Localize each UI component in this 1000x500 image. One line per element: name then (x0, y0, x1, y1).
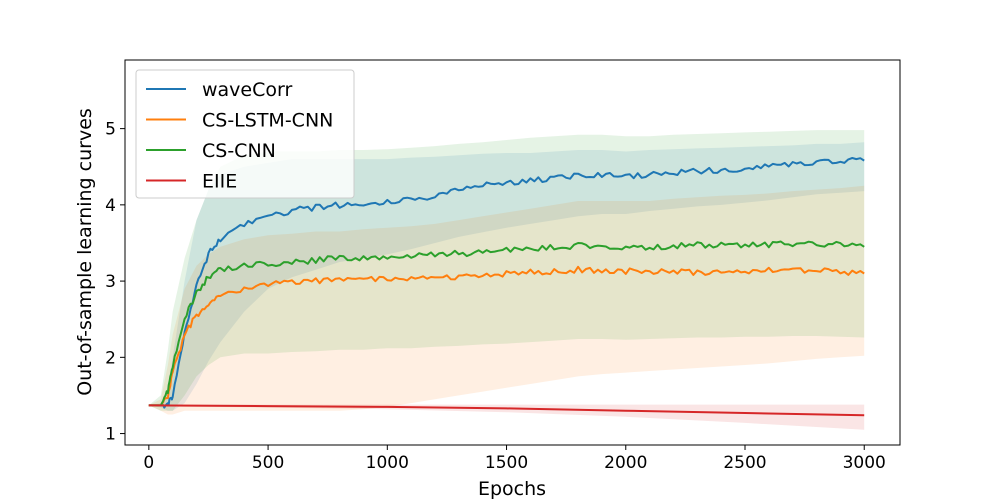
legend-label: CS-CNN (202, 140, 276, 162)
y-tick-label: 5 (105, 120, 116, 140)
line-cs-cnn (148, 240, 865, 407)
y-tick-label: 2 (105, 348, 116, 368)
line-eiie (148, 404, 865, 417)
x-tick-label: 3000 (843, 453, 886, 473)
x-tick-label: 500 (252, 453, 284, 473)
legend-frame (135, 69, 355, 199)
y-axis-title: Out-of-sample learning curves (74, 108, 96, 396)
x-tick-label: 1000 (366, 453, 409, 473)
x-axis: 0 500 1000 1500 2000 2500 3000 (143, 445, 886, 473)
y-tick-label: 3 (105, 272, 116, 292)
x-tick-label: 0 (143, 453, 154, 473)
band-cs-lstm-cnn (148, 185, 865, 415)
legend-label: EIIE (202, 171, 237, 193)
series-lines (148, 157, 865, 417)
x-tick-label: 2500 (723, 453, 766, 473)
y-tick-label: 4 (105, 196, 116, 216)
y-axis: 1 2 3 4 5 (105, 120, 125, 445)
y-tick-label: 1 (105, 425, 116, 445)
legend-label: CS-LSTM-CNN (202, 110, 333, 132)
legend-label: waveCorr (202, 79, 292, 101)
x-tick-label: 1500 (485, 453, 528, 473)
legend: waveCorr CS-LSTM-CNN CS-CNN EIIE (135, 69, 355, 199)
band-wavecorr (148, 142, 865, 411)
x-tick-label: 2000 (604, 453, 647, 473)
x-axis-title: Epochs (478, 478, 546, 500)
line-wavecorr (148, 157, 865, 409)
plot-frame (124, 59, 901, 446)
line-cs-lstm-cnn (148, 265, 865, 407)
